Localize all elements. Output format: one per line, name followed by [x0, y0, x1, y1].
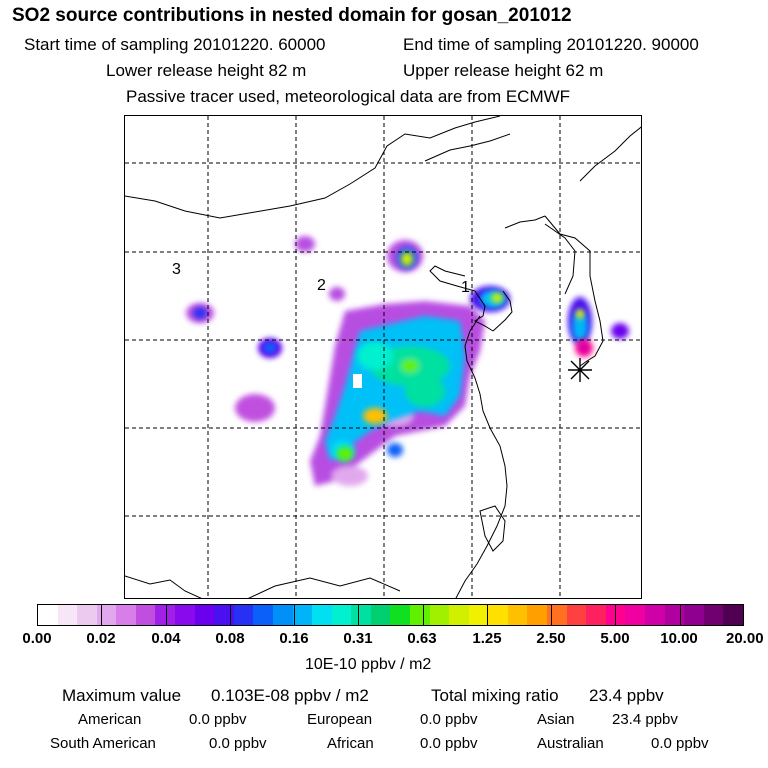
maximum-value-label: Maximum value: [62, 686, 182, 705]
end-time-label: End time of sampling 20101220. 90000: [403, 35, 699, 54]
color-scale-cell: [566, 605, 587, 625]
color-scale-separator: [165, 604, 167, 626]
tick-label: 0.31: [343, 630, 373, 647]
color-scale-cell: [723, 605, 743, 625]
region-value: 0.0 ppbv: [420, 735, 478, 752]
tick-label: 1.25: [472, 630, 502, 647]
color-scale-separator: [358, 604, 360, 626]
region-name: South American: [50, 735, 156, 752]
tick-label: 0.04: [151, 630, 181, 647]
color-scale-cell: [57, 605, 78, 625]
color-scale-cell: [116, 605, 136, 625]
region-value: 0.0 ppbv: [420, 711, 478, 728]
color-scale-cell: [233, 605, 254, 625]
map-canvas: [125, 116, 641, 598]
coastline-layer: [125, 116, 641, 598]
region-name: Asian: [537, 711, 575, 728]
maximum-value: 0.103E-08 ppbv / m2: [211, 686, 369, 705]
color-scale-cell: [272, 605, 293, 625]
tick-label: 0.00: [22, 630, 52, 647]
color-scale-cell: [253, 605, 273, 625]
color-scale-bar: [37, 604, 744, 626]
region-name: American: [78, 711, 142, 728]
tick-label: 0.16: [279, 630, 309, 647]
map-panel: 1 2 3: [124, 115, 642, 599]
lower-release-height-label: Lower release height 82 m: [106, 61, 307, 80]
color-scale-cell: [96, 605, 117, 625]
region-label-2: 2: [317, 277, 326, 294]
total-mixing-ratio-label: Total mixing ratio: [431, 686, 559, 705]
tracer-info-line: Passive tracer used, meteorological data…: [126, 87, 571, 106]
color-scale-cell: [468, 605, 489, 625]
color-scale-cell: [488, 605, 508, 625]
color-scale-cell: [684, 605, 704, 625]
color-scale-cell: [331, 605, 352, 625]
region-label-3: 3: [172, 261, 181, 278]
color-scale-cell: [194, 605, 215, 625]
color-scale-separator: [101, 604, 103, 626]
region-name: European: [307, 711, 373, 728]
tick-label: 2.50: [536, 630, 566, 647]
color-scale-cell: [312, 605, 332, 625]
color-scale-separator: [229, 604, 231, 626]
color-scale-cell: [175, 605, 195, 625]
color-scale-units: 10E-10 ppbv / m2: [305, 656, 432, 673]
plot-title: SO2 source contributions in nested domai…: [12, 5, 572, 26]
color-scale-cell: [409, 605, 430, 625]
tick-label: 5.00: [600, 630, 630, 647]
color-scale-separator: [615, 604, 617, 626]
color-scale-cell: [429, 605, 450, 625]
color-scale-cell: [77, 605, 97, 625]
color-scale-cell: [135, 605, 156, 625]
color-scale-cell: [703, 605, 724, 625]
color-scale-cell: [586, 605, 606, 625]
color-scale-cell: [390, 605, 410, 625]
color-scale-cell: [370, 605, 391, 625]
region-value: 0.0 ppbv: [651, 735, 709, 752]
concentration-field: [186, 236, 629, 486]
color-scale-cell: [547, 605, 567, 625]
region-value: 23.4 ppbv: [612, 711, 678, 728]
color-scale-cell: [625, 605, 645, 625]
region-value: 0.0 ppbv: [209, 735, 267, 752]
color-scale-separator: [679, 604, 681, 626]
region-name: African: [327, 735, 374, 752]
tick-label: 10.00: [660, 630, 698, 647]
color-scale-cell: [644, 605, 665, 625]
color-scale-separator: [422, 604, 424, 626]
region-label-1: 1: [461, 279, 470, 296]
color-scale-cell: [38, 605, 58, 625]
tick-label: 20.00: [726, 630, 764, 647]
color-scale-cell: [664, 605, 685, 625]
lat-lon-grid: [125, 116, 641, 598]
color-scale-cell: [527, 605, 548, 625]
tick-label: 0.63: [407, 630, 437, 647]
color-scale-cell: [351, 605, 371, 625]
color-scale-cell: [155, 605, 176, 625]
start-time-label: Start time of sampling 20101220. 60000: [24, 35, 326, 54]
color-scale-cell: [507, 605, 528, 625]
color-scale-cell: [214, 605, 234, 625]
color-scale-separator: [551, 604, 553, 626]
color-scale-separator: [294, 604, 296, 626]
color-scale-cell: [292, 605, 313, 625]
color-scale-separator: [486, 604, 488, 626]
total-mixing-ratio-value: 23.4 ppbv: [589, 686, 664, 705]
region-value: 0.0 ppbv: [189, 711, 247, 728]
upper-release-height-label: Upper release height 62 m: [403, 61, 604, 80]
tick-label: 0.02: [86, 630, 116, 647]
region-name: Australian: [537, 735, 604, 752]
tick-label: 0.08: [215, 630, 245, 647]
color-scale-cell: [449, 605, 469, 625]
asterisk-icon: [568, 358, 592, 382]
